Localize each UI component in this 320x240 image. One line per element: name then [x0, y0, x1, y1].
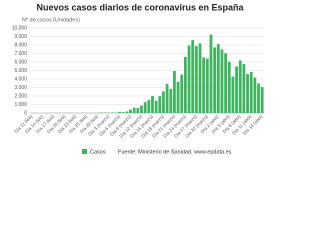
bar — [242, 64, 246, 113]
legend-swatch — [82, 149, 87, 154]
bar — [205, 58, 209, 113]
chart-title: Nuevos casos diarios de coronavirus en E… — [36, 2, 244, 12]
bar — [143, 102, 147, 113]
y-tick-label: 1.000 — [14, 102, 27, 108]
y-tick-label: 8.000 — [14, 42, 27, 48]
bar — [162, 91, 165, 113]
bar — [169, 88, 173, 113]
bar — [227, 61, 231, 113]
bar — [132, 107, 136, 113]
legend-label: Casos — [90, 149, 106, 155]
bar — [249, 71, 253, 113]
y-tick-label: 0 — [24, 110, 27, 116]
bar — [129, 109, 132, 113]
bar — [147, 100, 151, 113]
y-tick-label: 2.000 — [14, 93, 27, 99]
bar — [220, 49, 224, 113]
y-tick-label: 5.000 — [14, 68, 27, 74]
bar — [180, 74, 184, 113]
bar — [260, 87, 264, 113]
bar — [246, 74, 249, 113]
bar — [202, 57, 206, 113]
bar — [198, 43, 202, 113]
y-tick-label: 9.000 — [14, 34, 27, 40]
bar — [136, 108, 140, 113]
y-tick-label: 4.000 — [14, 76, 27, 82]
y-tick-label: 3.000 — [14, 85, 27, 91]
bar — [118, 111, 121, 113]
bar — [238, 60, 242, 113]
bar — [121, 112, 125, 113]
bar — [191, 40, 195, 113]
bar — [257, 83, 260, 113]
bar — [253, 77, 257, 113]
bar — [154, 100, 158, 113]
y-tick-label: 7.000 — [14, 51, 27, 57]
bar — [165, 83, 169, 113]
bar — [209, 34, 213, 113]
bar — [194, 46, 198, 114]
bar — [151, 96, 154, 113]
bar — [216, 44, 220, 114]
y-tick-label: 10.000 — [12, 25, 28, 31]
chart: Nuevos casos diarios de coronavirus en E… — [12, 2, 264, 155]
bar — [158, 96, 162, 113]
bar — [235, 66, 238, 113]
bar — [231, 76, 235, 113]
source: Fuente: Ministerio de Sanidad, www.epdat… — [118, 149, 232, 155]
chart-subtitle: Nº de casos (Unidades) — [22, 16, 80, 23]
y-tick-label: 6.000 — [14, 59, 27, 65]
bar — [125, 111, 129, 113]
bar — [187, 45, 191, 113]
bar — [173, 70, 176, 113]
bar — [140, 105, 143, 113]
bar — [176, 82, 180, 113]
bar — [184, 57, 187, 113]
bar — [224, 53, 227, 113]
bar — [213, 47, 217, 113]
